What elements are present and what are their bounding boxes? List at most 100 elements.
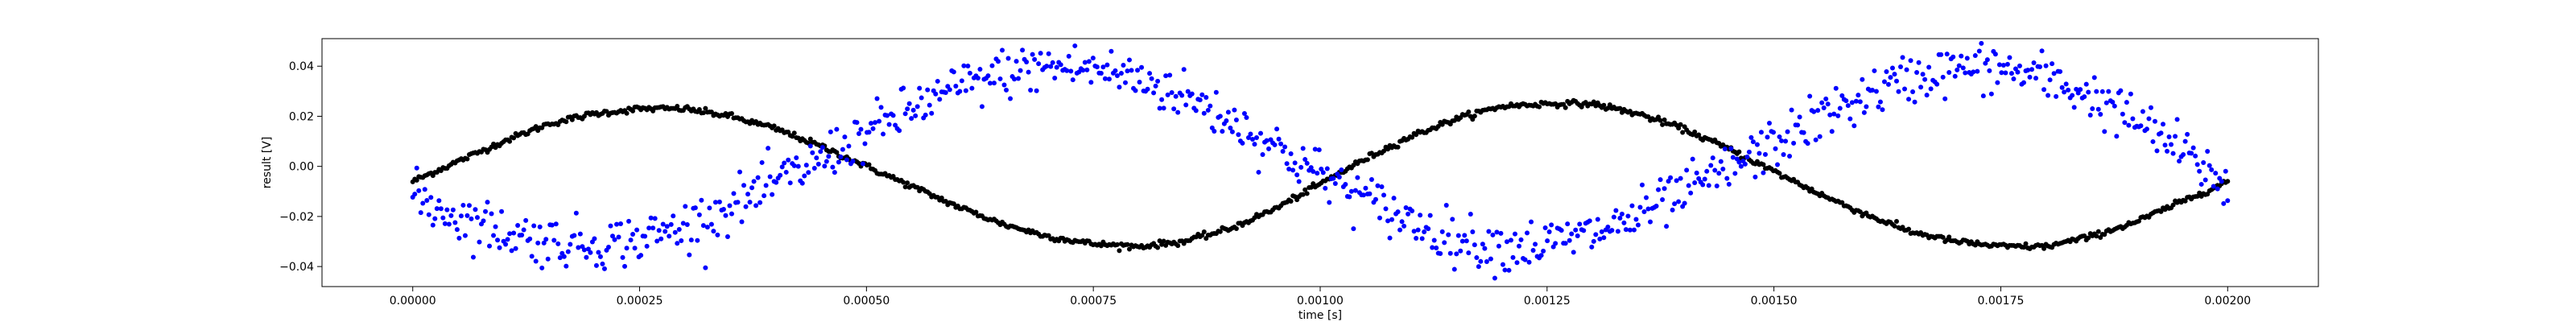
data-point [1302, 157, 1308, 163]
data-point [753, 203, 759, 208]
data-point [2223, 168, 2228, 174]
data-point [1080, 68, 1086, 73]
data-point [1406, 211, 1411, 217]
data-point [700, 110, 706, 116]
data-point [626, 218, 632, 224]
data-point [1104, 62, 1110, 68]
data-point [2095, 229, 2101, 234]
data-point [1627, 227, 1633, 233]
data-point [996, 59, 1001, 64]
data-point [1752, 174, 1758, 180]
data-point [687, 252, 692, 258]
data-point [873, 120, 878, 126]
data-point [1514, 260, 1520, 266]
data-point [2225, 179, 2231, 184]
data-point [1304, 191, 1310, 196]
data-point [1044, 64, 1050, 69]
data-point [1319, 166, 1324, 171]
data-point [1589, 244, 1595, 250]
y-tick-label: −0.02 [279, 211, 314, 224]
data-point [1964, 56, 1970, 61]
data-point [1660, 197, 1666, 202]
data-point [1256, 169, 1261, 175]
data-point [1347, 194, 1352, 200]
data-point [1348, 188, 1354, 194]
data-point [957, 89, 963, 94]
data-point [929, 110, 935, 116]
data-point [620, 254, 625, 260]
data-point [1678, 175, 1683, 181]
data-point [1459, 238, 1465, 244]
data-point [1379, 184, 1385, 190]
y-axis-label: result [V] [261, 137, 274, 189]
data-point [965, 64, 971, 69]
x-tick-label: 0.00075 [1070, 295, 1117, 308]
data-point [803, 163, 809, 168]
data-point [1692, 129, 1698, 134]
data-point [1147, 71, 1153, 76]
data-point [1258, 130, 1264, 136]
data-point [1373, 196, 1378, 202]
data-point [511, 230, 517, 236]
data-point [2082, 233, 2087, 238]
data-point [2000, 62, 2006, 68]
data-point [1680, 130, 1686, 135]
data-point [747, 200, 753, 205]
data-point [854, 120, 860, 126]
data-point [632, 246, 638, 251]
data-point [519, 233, 525, 238]
data-point [1245, 135, 1251, 141]
data-point [2003, 70, 2008, 76]
data-point [1084, 67, 1090, 72]
data-point [1617, 105, 1623, 111]
data-point [737, 169, 742, 175]
x-axis: 0.00000 0.00025 0.00050 0.00075 0.00100 0.001… [390, 287, 2251, 308]
data-point [2075, 90, 2081, 96]
data-point [1843, 98, 1849, 104]
data-point [799, 180, 805, 186]
data-point [1664, 224, 1670, 229]
data-point [715, 232, 720, 237]
data-point [692, 205, 698, 211]
data-point [576, 245, 581, 250]
data-point [1975, 68, 1980, 74]
data-point [810, 150, 815, 155]
data-point [1431, 237, 1437, 243]
data-point [1757, 151, 1762, 156]
data-point [2219, 179, 2224, 184]
data-point [909, 116, 914, 122]
data-point [1201, 110, 1207, 116]
data-point [774, 180, 779, 185]
data-point [1026, 69, 1031, 75]
data-point [906, 101, 912, 106]
data-point [1900, 55, 1905, 60]
data-point [923, 112, 928, 118]
data-point [1607, 102, 1612, 108]
data-point [2209, 167, 2215, 172]
data-point [866, 130, 872, 135]
data-point [1193, 108, 1199, 114]
data-point [1163, 73, 1169, 79]
data-point [1385, 147, 1391, 152]
data-point [1455, 233, 1461, 238]
data-point [885, 113, 890, 118]
data-point [564, 263, 569, 269]
data-point [703, 105, 708, 111]
data-point [1001, 82, 1007, 88]
data-point [2043, 63, 2049, 68]
data-point [1189, 91, 1195, 97]
data-point [1236, 132, 1241, 138]
data-point [462, 233, 468, 238]
data-point [1476, 264, 1481, 270]
data-point [2190, 145, 2196, 151]
data-point [2087, 113, 2093, 118]
data-point [2102, 129, 2107, 134]
data-point [1940, 234, 1946, 240]
data-point [1018, 68, 1023, 73]
data-point [2039, 48, 2045, 54]
data-point [2102, 232, 2107, 237]
data-point [1542, 225, 1548, 230]
data-point [1700, 182, 1706, 188]
data-point [1609, 228, 1615, 233]
data-point [770, 192, 775, 197]
